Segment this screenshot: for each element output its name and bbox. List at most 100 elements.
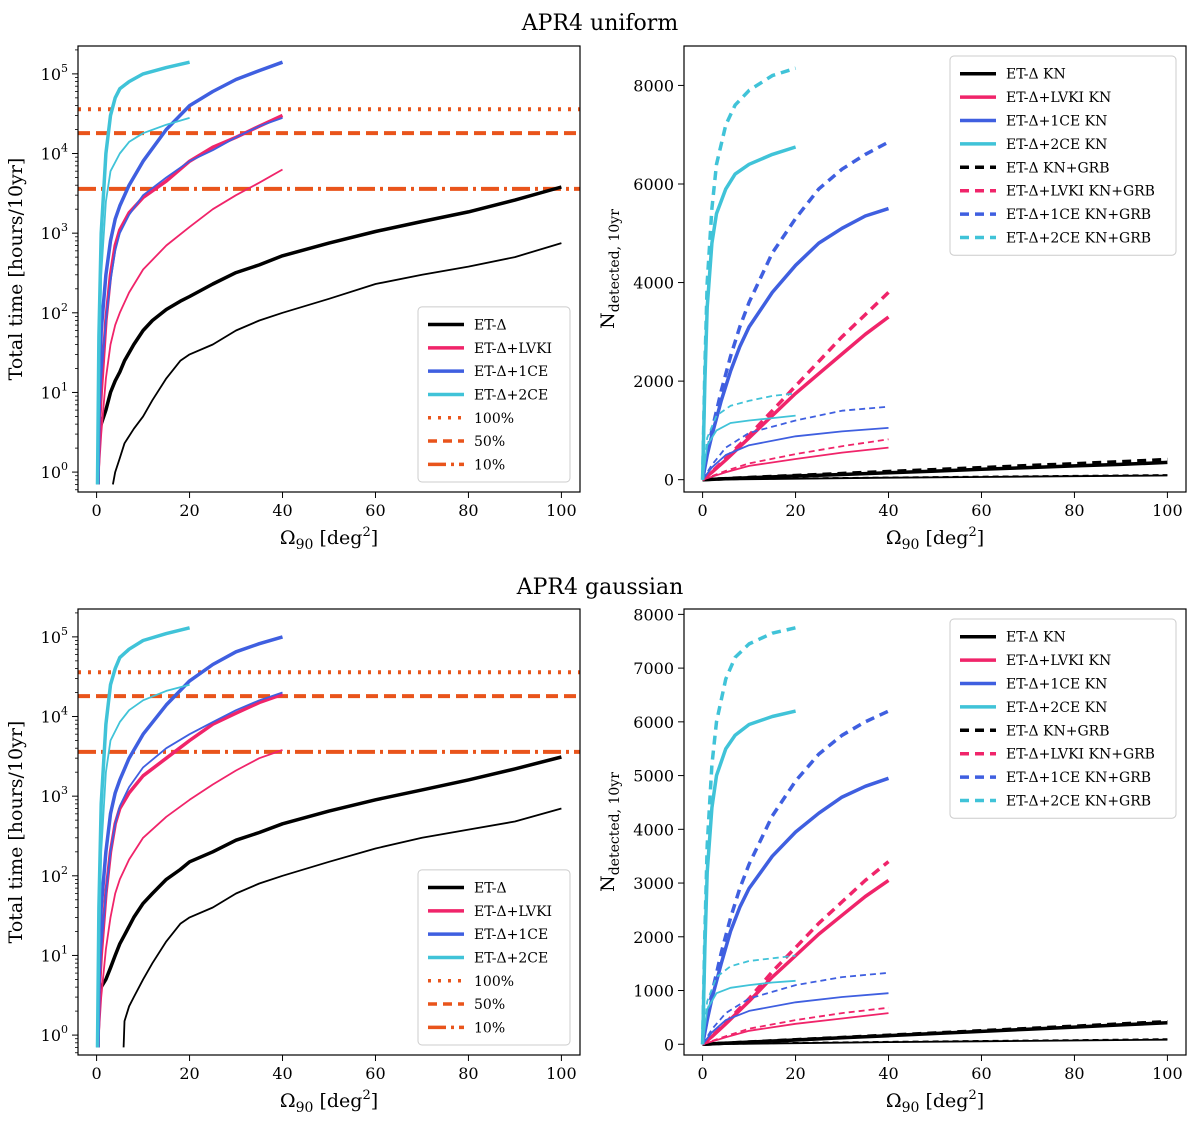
series-line-7 xyxy=(702,438,889,481)
y-tick-label: 6000 xyxy=(633,713,674,732)
x-axis-label: Ω90 [deg2] xyxy=(280,525,378,553)
series-line-10 xyxy=(701,427,889,481)
legend-label: ET-Δ+1CE KN xyxy=(1006,677,1107,693)
y-tick-label: 104 xyxy=(41,705,68,727)
legend-label: 100% xyxy=(474,974,514,990)
x-tick-label: 20 xyxy=(785,501,805,520)
legend-label: ET-Δ xyxy=(474,318,507,334)
legend: ET-Δ KN ET-Δ+LVKI KN ET-Δ+1CE KN ET-Δ+2CE K… xyxy=(949,618,1177,819)
x-axis-label: Ω90 [deg2] xyxy=(886,525,984,553)
x-axis-label: Ω90 [deg2] xyxy=(280,1088,378,1116)
x-tick-label: 80 xyxy=(458,1064,478,1083)
y-tick-label: 2000 xyxy=(633,928,674,947)
series-line-5 xyxy=(97,691,283,1048)
legend-label: ET-Δ KN+GRB xyxy=(1006,723,1110,739)
legend-label: ET-Δ+LVKI KN xyxy=(1006,653,1111,669)
legend-label: ET-Δ+LVKI KN xyxy=(1006,90,1111,106)
legend-label: ET-Δ+2CE KN+GRB xyxy=(1006,231,1151,247)
legend-label: ET-Δ KN xyxy=(1006,630,1066,646)
y-axis-label: Total time [hours/10yr] xyxy=(5,721,27,944)
series-line-0 xyxy=(96,185,562,485)
x-tick-label: 60 xyxy=(365,1064,385,1083)
x-tick-label: 60 xyxy=(365,501,385,520)
legend-label: ET-Δ+1CE KN+GRB xyxy=(1006,770,1151,786)
series-line-9 xyxy=(700,709,890,1045)
y-tick-label: 101 xyxy=(41,380,68,402)
legend-label: ET-Δ+2CE KN xyxy=(1006,137,1107,153)
y-tick-label: 3000 xyxy=(633,874,674,893)
series-line-9 xyxy=(700,140,890,480)
series-line-8 xyxy=(700,206,890,481)
series-line-7 xyxy=(96,683,190,1048)
plot-area xyxy=(78,60,580,485)
legend-label: ET-Δ+LVKI xyxy=(474,904,552,920)
series-line-13 xyxy=(700,626,796,1045)
x-tick-label: 60 xyxy=(971,501,991,520)
x-tick-label: 80 xyxy=(1064,1064,1084,1083)
y-tick-label: 8000 xyxy=(633,76,674,95)
y-tick-label: 105 xyxy=(41,625,68,647)
legend: ET-Δ ET-Δ+LVKI ET-Δ+1CE ET-Δ+2CE 100% 50% 10% xyxy=(417,869,571,1046)
legend-label: ET-Δ+1CE KN+GRB xyxy=(1006,207,1151,223)
y-tick-label: 102 xyxy=(41,301,68,323)
y-tick-label: 8000 xyxy=(633,605,674,624)
x-tick-label: 100 xyxy=(546,501,577,520)
y-tick-label: 4000 xyxy=(633,820,674,839)
x-tick-label: 100 xyxy=(1152,1064,1183,1083)
legend-box xyxy=(949,618,1177,819)
series-line-15 xyxy=(701,954,796,1045)
legend-label: ET-Δ+2CE KN xyxy=(1006,700,1107,716)
panel-gaussian-time: 0 20 40 60 80 100 100 101 102 103 104 105 Ω90 [deg2]… xyxy=(5,608,581,1116)
axes-frame xyxy=(77,608,581,1056)
plot-area xyxy=(700,626,1168,1047)
x-tick-label: 20 xyxy=(785,1064,805,1083)
x-axis-label: Ω90 [deg2] xyxy=(886,1088,984,1116)
legend-label: ET-Δ xyxy=(474,881,507,897)
y-tick-label: 0 xyxy=(664,1035,674,1054)
y-tick-label: 100 xyxy=(41,460,68,482)
series-line-11 xyxy=(701,971,889,1045)
x-tick-label: 60 xyxy=(971,1064,991,1083)
y-tick-label: 0 xyxy=(664,471,674,490)
series-line-5 xyxy=(701,291,890,482)
axes-frame xyxy=(77,45,581,493)
series-line-4 xyxy=(96,635,283,1048)
series-line-4 xyxy=(96,60,284,485)
plot-area xyxy=(78,626,580,1048)
y-axis-label: Total time [hours/10yr] xyxy=(5,158,27,381)
series-line-5 xyxy=(97,117,283,485)
legend-label: ET-Δ+1CE KN xyxy=(1006,114,1107,130)
y-tick-label: 6000 xyxy=(633,175,674,194)
legend-label: ET-Δ+LVKI xyxy=(474,341,552,357)
legend-label: ET-Δ+2CE xyxy=(474,950,548,966)
legend-label: 50% xyxy=(474,434,505,450)
x-tick-label: 0 xyxy=(91,1064,101,1083)
legend-label: ET-Δ+1CE xyxy=(474,927,548,943)
y-tick-label: 5000 xyxy=(633,767,674,786)
legend-label: ET-Δ KN+GRB xyxy=(1006,160,1110,176)
series-line-3 xyxy=(97,168,283,485)
series-line-3 xyxy=(702,474,1168,481)
legend-label: ET-Δ KN xyxy=(1006,67,1066,83)
legend-label: ET-Δ+2CE KN+GRB xyxy=(1006,794,1151,810)
x-tick-label: 20 xyxy=(179,1064,199,1083)
legend-label: 10% xyxy=(474,1020,505,1036)
legend-label: ET-Δ+2CE xyxy=(474,387,548,403)
y-tick-label: 105 xyxy=(41,62,68,84)
series-line-1 xyxy=(702,457,1168,482)
x-tick-label: 20 xyxy=(179,501,199,520)
legend-box xyxy=(417,869,571,1046)
panel-gaussian-detected: 0 20 40 60 80 1000100020003000400050006000700… xyxy=(597,605,1187,1116)
y-tick-label: 101 xyxy=(41,943,68,965)
series-line-15 xyxy=(701,392,796,480)
x-tick-label: 80 xyxy=(458,501,478,520)
legend: ET-Δ KN ET-Δ+LVKI KN ET-Δ+1CE KN ET-Δ+2CE K… xyxy=(949,55,1177,256)
legend-label: ET-Δ+LVKI KN+GRB xyxy=(1006,184,1155,200)
x-tick-label: 40 xyxy=(272,501,292,520)
series-line-8 xyxy=(700,776,890,1045)
x-tick-label: 100 xyxy=(546,1064,577,1083)
legend-box xyxy=(949,55,1177,256)
y-tick-label: 103 xyxy=(41,784,68,806)
legend: ET-Δ ET-Δ+LVKI ET-Δ+1CE ET-Δ+2CE 100% 50% 10% xyxy=(417,306,571,483)
series-line-1 xyxy=(122,807,562,1048)
